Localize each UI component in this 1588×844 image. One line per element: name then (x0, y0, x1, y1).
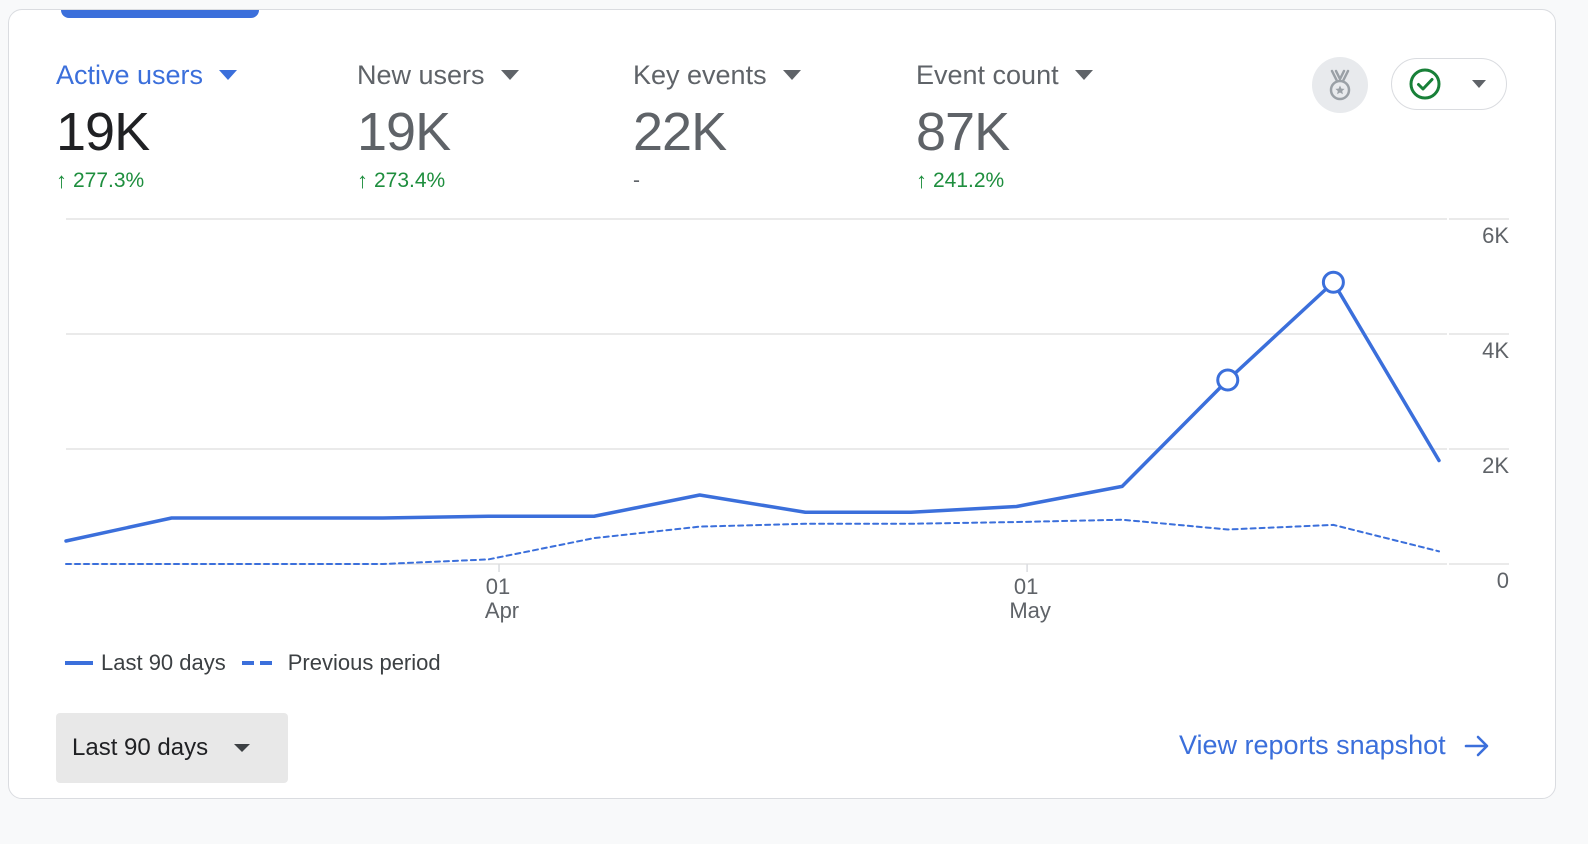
metric-selector[interactable]: New users (357, 58, 519, 92)
data-point-marker (1321, 270, 1345, 294)
caret-down-icon (1074, 70, 1093, 80)
caret-down-icon (500, 70, 519, 80)
view-reports-snapshot-link[interactable]: View reports snapshot (1179, 730, 1490, 761)
metric-active-users[interactable]: Active users 19K ↑ 277.3% (56, 58, 238, 194)
y-tick-label: 6K (1482, 223, 1509, 248)
x-tick-day: 01 (486, 574, 510, 599)
metric-label: Key events (633, 59, 767, 90)
series-line-last-90-days (64, 280, 1441, 543)
metric-change-value: 277.3% (73, 169, 145, 192)
metric-new-users[interactable]: New users 19K ↑ 273.4% (357, 58, 519, 194)
metric-label: Active users (56, 59, 204, 90)
series-line-previous-period (65, 518, 1440, 565)
arrow-up-icon: ↑ (357, 168, 368, 193)
chart-series (64, 270, 1441, 565)
legend-solid-line-swatch (65, 661, 93, 665)
legend-label-current: Last 90 days (101, 650, 226, 675)
insights-award-button[interactable] (1312, 57, 1368, 113)
chart-legend: Last 90 days Previous period (65, 650, 441, 676)
y-tick-label: 0 (1497, 568, 1509, 593)
arrow-up-icon: ↑ (916, 168, 927, 193)
x-tick-day: 01 (1014, 574, 1038, 599)
award-medal-icon (1329, 69, 1351, 101)
metric-change-value: - (633, 169, 640, 192)
metric-value: 22K (633, 102, 727, 162)
snapshot-link-label: View reports snapshot (1179, 730, 1446, 760)
y-tick-label: 2K (1482, 453, 1509, 478)
arrow-right-icon (1464, 735, 1488, 756)
chart-y-axis: 0 2K 4K 6K (1482, 223, 1509, 593)
metric-label: New users (357, 59, 485, 90)
metric-selector[interactable]: Event count (916, 58, 1093, 92)
check-circle-icon (1409, 68, 1441, 100)
metric-change-value: 273.4% (374, 169, 446, 192)
metric-key-events[interactable]: Key events 22K - (633, 58, 801, 194)
metric-change-value: 241.2% (933, 169, 1005, 192)
metric-value: 87K (916, 102, 1010, 162)
metric-change: ↑ 277.3% (56, 168, 237, 194)
active-tab-indicator (61, 10, 259, 18)
metric-change: - (633, 168, 801, 194)
x-tick-month: Apr (485, 598, 519, 623)
metric-selector[interactable]: Active users (56, 58, 238, 92)
metric-change: ↑ 241.2% (916, 168, 1093, 194)
arrow-up-icon: ↑ (56, 168, 67, 193)
metric-change: ↑ 273.4% (357, 168, 519, 194)
chart-grid (66, 218, 1509, 565)
caret-down-icon (782, 70, 801, 80)
chevron-down-icon (1472, 80, 1486, 88)
metric-selector[interactable]: Key events (633, 58, 801, 92)
date-range-dropdown[interactable]: Last 90 days (56, 713, 288, 783)
data-quality-status-button[interactable] (1391, 58, 1507, 110)
metric-value: 19K (357, 102, 451, 162)
caret-down-icon (219, 70, 238, 80)
overview-card: Active users 19K ↑ 277.3% New users 19K … (8, 9, 1556, 799)
metric-value: 19K (56, 102, 150, 162)
legend-dashed-line-swatch (241, 661, 278, 665)
x-tick-month: May (1009, 598, 1051, 623)
caret-down-icon (234, 744, 251, 752)
metric-label: Event count (916, 59, 1059, 90)
metric-event-count[interactable]: Event count 87K ↑ 241.2% (916, 58, 1093, 194)
legend-label-previous: Previous period (287, 650, 441, 675)
y-tick-label: 4K (1482, 338, 1509, 363)
date-range-label: Last 90 days (72, 734, 209, 761)
data-point-marker (1216, 368, 1240, 392)
